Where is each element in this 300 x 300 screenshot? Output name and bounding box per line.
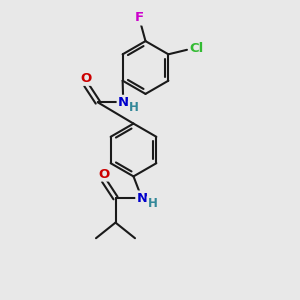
Text: F: F (135, 11, 144, 25)
Text: O: O (98, 167, 109, 181)
Text: H: H (148, 197, 157, 210)
Text: H: H (129, 101, 139, 114)
Text: Cl: Cl (189, 42, 204, 55)
Text: N: N (118, 96, 129, 109)
Text: O: O (80, 72, 92, 85)
Text: N: N (136, 191, 148, 205)
